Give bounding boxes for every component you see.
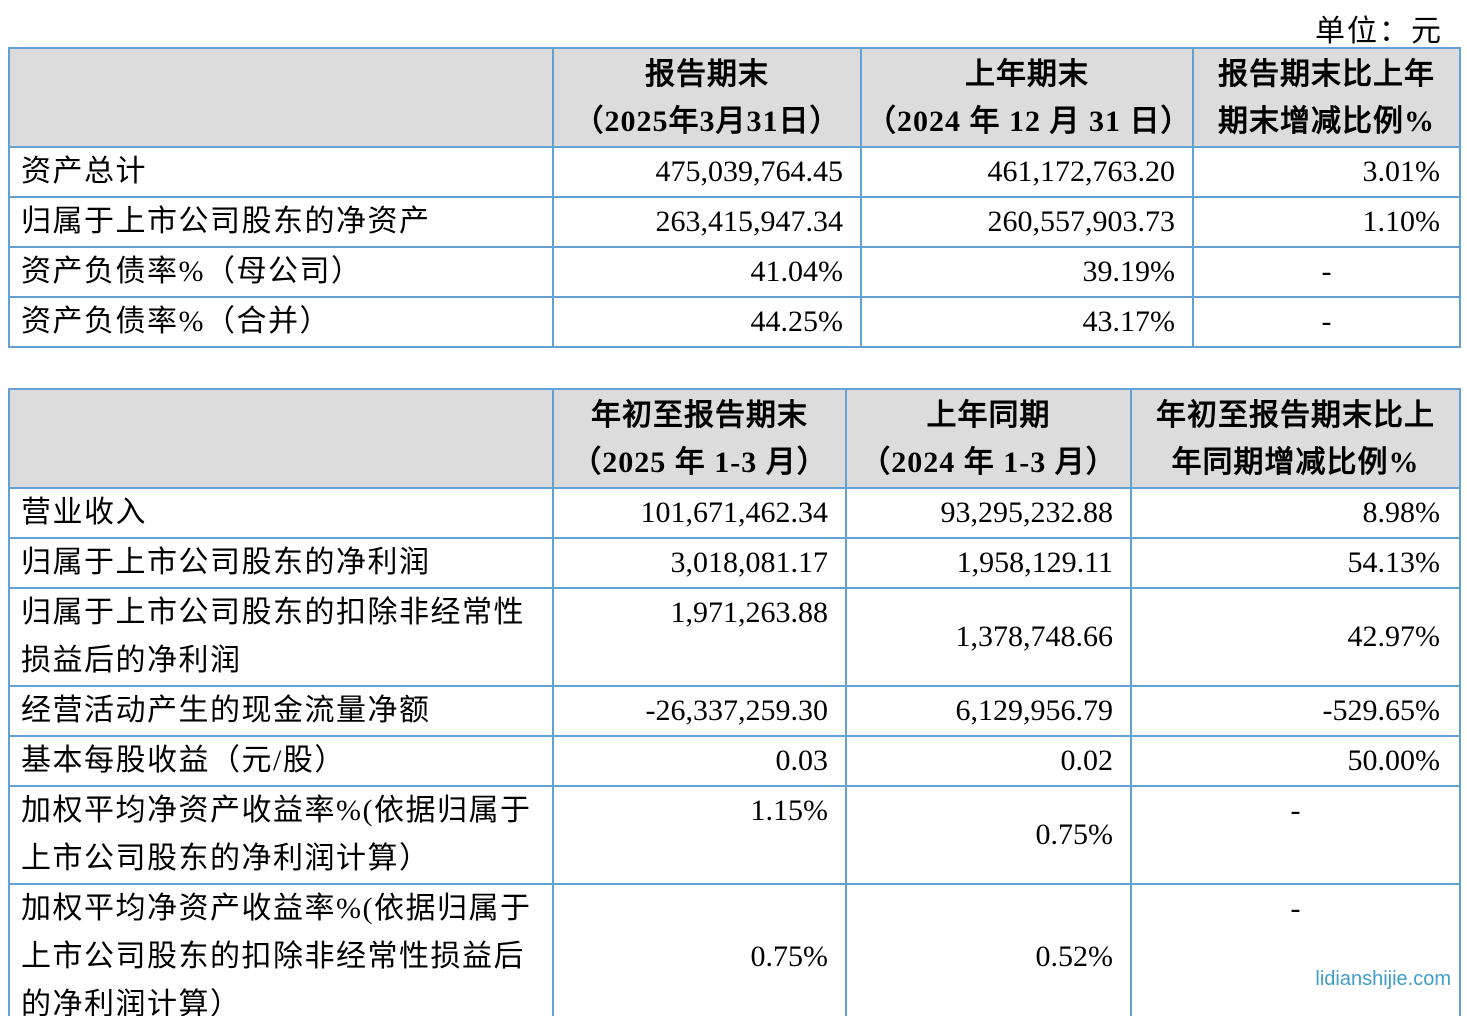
value-prior: 1,958,129.11	[845, 537, 1132, 589]
balance-header-prior-period: 上年期末 （2024 年 12 月 31 日）	[860, 47, 1194, 148]
table-row: 营业收入 101,671,462.34 93,295,232.88 8.98%	[8, 487, 1461, 539]
table-row: 基本每股收益（元/股） 0.03 0.02 50.00%	[8, 735, 1461, 787]
value-change: 8.98%	[1130, 487, 1461, 539]
value-prior: 93,295,232.88	[845, 487, 1132, 539]
balance-header-current-period: 报告期末 （2025年3月31日）	[552, 47, 862, 148]
table-row: 归属于上市公司股东的净资产 263,415,947.34 260,557,903…	[8, 196, 1461, 248]
value-current: 101,671,462.34	[552, 487, 847, 539]
table-row: 资产负债率%（母公司） 41.04% 39.19% -	[8, 246, 1461, 298]
value-current: 41.04%	[552, 246, 862, 298]
value-change: 3.01%	[1192, 146, 1461, 198]
site-watermark: lidianshijie.com	[1315, 968, 1451, 990]
value-change: -	[1130, 883, 1461, 1016]
value-prior: 0.75%	[845, 785, 1132, 885]
row-label: 资产负债率%（母公司）	[8, 246, 554, 298]
value-change: 42.97%	[1130, 587, 1461, 687]
value-prior: 39.19%	[860, 246, 1194, 298]
balance-header-row: 报告期末 （2025年3月31日） 上年期末 （2024 年 12 月 31 日…	[8, 47, 1461, 148]
row-label: 归属于上市公司股东的扣除非经常性 损益后的净利润	[8, 587, 554, 687]
value-prior: 0.02	[845, 735, 1132, 787]
unit-label: 单位：元	[1315, 15, 1443, 48]
table-row: 资产负债率%（合并） 44.25% 43.17% -	[8, 296, 1461, 348]
value-current: 3,018,081.17	[552, 537, 847, 589]
value-prior: 0.52%	[845, 883, 1132, 1016]
value-change: 50.00%	[1130, 735, 1461, 787]
row-label: 资产总计	[8, 146, 554, 198]
row-label: 营业收入	[8, 487, 554, 539]
row-label: 归属于上市公司股东的净资产	[8, 196, 554, 248]
row-label: 加权平均净资产收益率%(依据归属于 上市公司股东的扣除非经常性损益后 的净利润计…	[8, 883, 554, 1016]
value-change: -	[1192, 296, 1461, 348]
income-header-row: 年初至报告期末 （2025 年 1-3 月） 上年同期 （2024 年 1-3 …	[8, 388, 1461, 489]
value-change: 1.10%	[1192, 196, 1461, 248]
value-prior: 43.17%	[860, 296, 1194, 348]
value-prior: 461,172,763.20	[860, 146, 1194, 198]
table-row: 经营活动产生的现金流量净额 -26,337,259.30 6,129,956.7…	[8, 685, 1461, 737]
value-current: -26,337,259.30	[552, 685, 847, 737]
value-change: -	[1192, 246, 1461, 298]
value-current: 1.15%	[552, 785, 847, 885]
row-label: 加权平均净资产收益率%(依据归属于 上市公司股东的净利润计算）	[8, 785, 554, 885]
value-prior: 6,129,956.79	[845, 685, 1132, 737]
value-change: -529.65%	[1130, 685, 1461, 737]
value-prior: 1,378,748.66	[845, 587, 1132, 687]
table-row: 归属于上市公司股东的净利润 3,018,081.17 1,958,129.11 …	[8, 537, 1461, 589]
balance-sheet-table: 报告期末 （2025年3月31日） 上年期末 （2024 年 12 月 31 日…	[8, 47, 1461, 348]
row-label: 资产负债率%（合并）	[8, 296, 554, 348]
value-current: 1,971,263.88	[552, 587, 847, 687]
table-row: 加权平均净资产收益率%(依据归属于 上市公司股东的扣除非经常性损益后 的净利润计…	[8, 883, 1461, 1016]
value-change: 54.13%	[1130, 537, 1461, 589]
value-current: 263,415,947.34	[552, 196, 862, 248]
row-label: 基本每股收益（元/股）	[8, 735, 554, 787]
income-header-blank	[8, 388, 554, 489]
row-label: 经营活动产生的现金流量净额	[8, 685, 554, 737]
income-statement-table: 年初至报告期末 （2025 年 1-3 月） 上年同期 （2024 年 1-3 …	[8, 388, 1461, 1016]
value-current: 44.25%	[552, 296, 862, 348]
income-header-current-period: 年初至报告期末 （2025 年 1-3 月）	[552, 388, 847, 489]
table-row: 资产总计 475,039,764.45 461,172,763.20 3.01%	[8, 146, 1461, 198]
value-current: 475,039,764.45	[552, 146, 862, 198]
balance-header-change: 报告期末比上年 期末增减比例%	[1192, 47, 1461, 148]
row-label: 归属于上市公司股东的净利润	[8, 537, 554, 589]
income-header-prior-period: 上年同期 （2024 年 1-3 月）	[845, 388, 1132, 489]
balance-header-blank	[8, 47, 554, 148]
income-header-change: 年初至报告期末比上 年同期增减比例%	[1130, 388, 1461, 489]
table-row: 归属于上市公司股东的扣除非经常性 损益后的净利润 1,971,263.88 1,…	[8, 587, 1461, 687]
value-change: -	[1130, 785, 1461, 885]
table-row: 加权平均净资产收益率%(依据归属于 上市公司股东的净利润计算） 1.15% 0.…	[8, 785, 1461, 885]
value-current: 0.03	[552, 735, 847, 787]
value-current: 0.75%	[552, 883, 847, 1016]
value-prior: 260,557,903.73	[860, 196, 1194, 248]
